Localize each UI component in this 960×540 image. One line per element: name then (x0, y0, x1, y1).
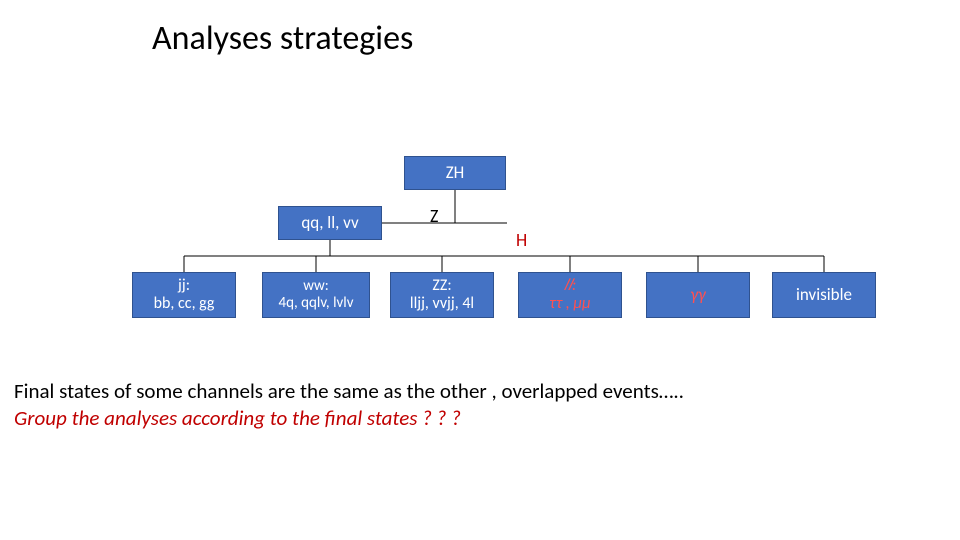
node-ZZ-line2: lljj, vvjj, 4l (410, 295, 474, 313)
caption: Final states of some channels are the sa… (14, 378, 684, 433)
node-jj-line1: jj: (178, 277, 190, 295)
node-ww-line1: ww: (303, 278, 329, 295)
node-gg: γγ (646, 272, 750, 318)
node-inv-line1: invisible (796, 285, 852, 305)
node-gg-line1: γγ (690, 285, 705, 305)
node-qqllvv: qq, ll, vv (278, 206, 382, 240)
annotation-h: H (516, 229, 527, 251)
node-ww-line2: 4q, qqlv, lvlv (279, 295, 354, 312)
node-jj-line2: bb, cc, gg (154, 295, 215, 313)
node-ll: 𝑙𝑙:ττ , μμ (518, 272, 622, 318)
caption-line2: Group the analyses according to the fina… (14, 405, 684, 432)
node-inv: invisible (772, 272, 876, 318)
annotation-z: Z (430, 205, 438, 227)
node-ll-line2: ττ , μμ (549, 295, 590, 313)
connector-layer (0, 0, 960, 540)
node-ll-line1: 𝑙𝑙: (564, 277, 577, 295)
node-ww: ww:4q, qqlv, lvlv (262, 272, 370, 318)
node-ZZ: ZZ:lljj, vvjj, 4l (390, 272, 494, 318)
page-title: Analyses strategies (152, 18, 413, 59)
node-ZZ-line1: ZZ: (432, 277, 451, 295)
node-jj: jj:bb, cc, gg (132, 272, 236, 318)
node-qqllvv-line1: qq, ll, vv (301, 213, 358, 233)
node-ZH: ZH (404, 156, 506, 190)
node-ZH-line1: ZH (446, 163, 465, 183)
caption-line1: Final states of some channels are the sa… (14, 378, 684, 405)
